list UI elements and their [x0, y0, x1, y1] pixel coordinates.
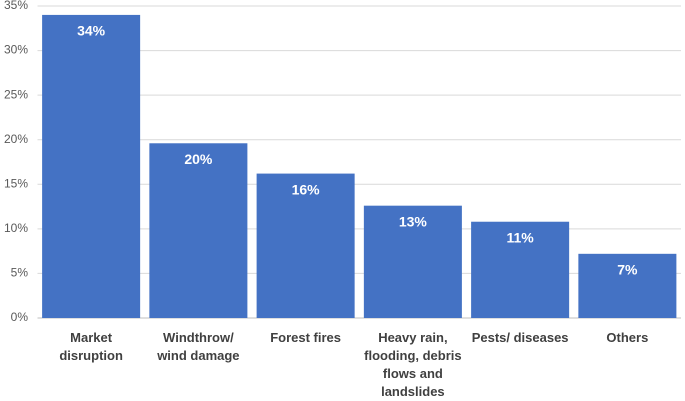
data-label: 11%	[507, 229, 535, 245]
x-tick-label: Market disruption	[59, 330, 123, 363]
bar	[256, 173, 355, 318]
data-label: 16%	[292, 181, 321, 197]
x-tick-label: Others	[606, 330, 649, 345]
bar	[42, 14, 141, 319]
bar	[578, 253, 677, 318]
x-tick-label: Windthrow/ wind damage	[157, 330, 240, 363]
y-tick-label: 25%	[4, 87, 28, 101]
y-tick-label: 30%	[4, 43, 28, 57]
data-label: 13%	[399, 213, 428, 229]
x-tick-label: Pests/ diseases	[471, 330, 569, 345]
y-tick-label: 10%	[4, 221, 28, 235]
data-label: 20%	[184, 151, 213, 167]
y-tick-label: 20%	[4, 132, 28, 146]
bar	[149, 143, 248, 318]
data-label: 34%	[77, 23, 106, 39]
y-tick-label: 35%	[4, 0, 28, 12]
bar	[471, 221, 570, 318]
x-tick-label: Heavy rain, flooding, debris flows and l…	[364, 330, 462, 399]
data-label: 7%	[617, 262, 638, 278]
y-tick-label: 5%	[11, 266, 29, 280]
y-tick-label: 0%	[11, 310, 29, 324]
x-tick-label: Forest fires	[270, 330, 342, 345]
bar	[363, 205, 462, 318]
y-tick-label: 15%	[4, 176, 28, 190]
